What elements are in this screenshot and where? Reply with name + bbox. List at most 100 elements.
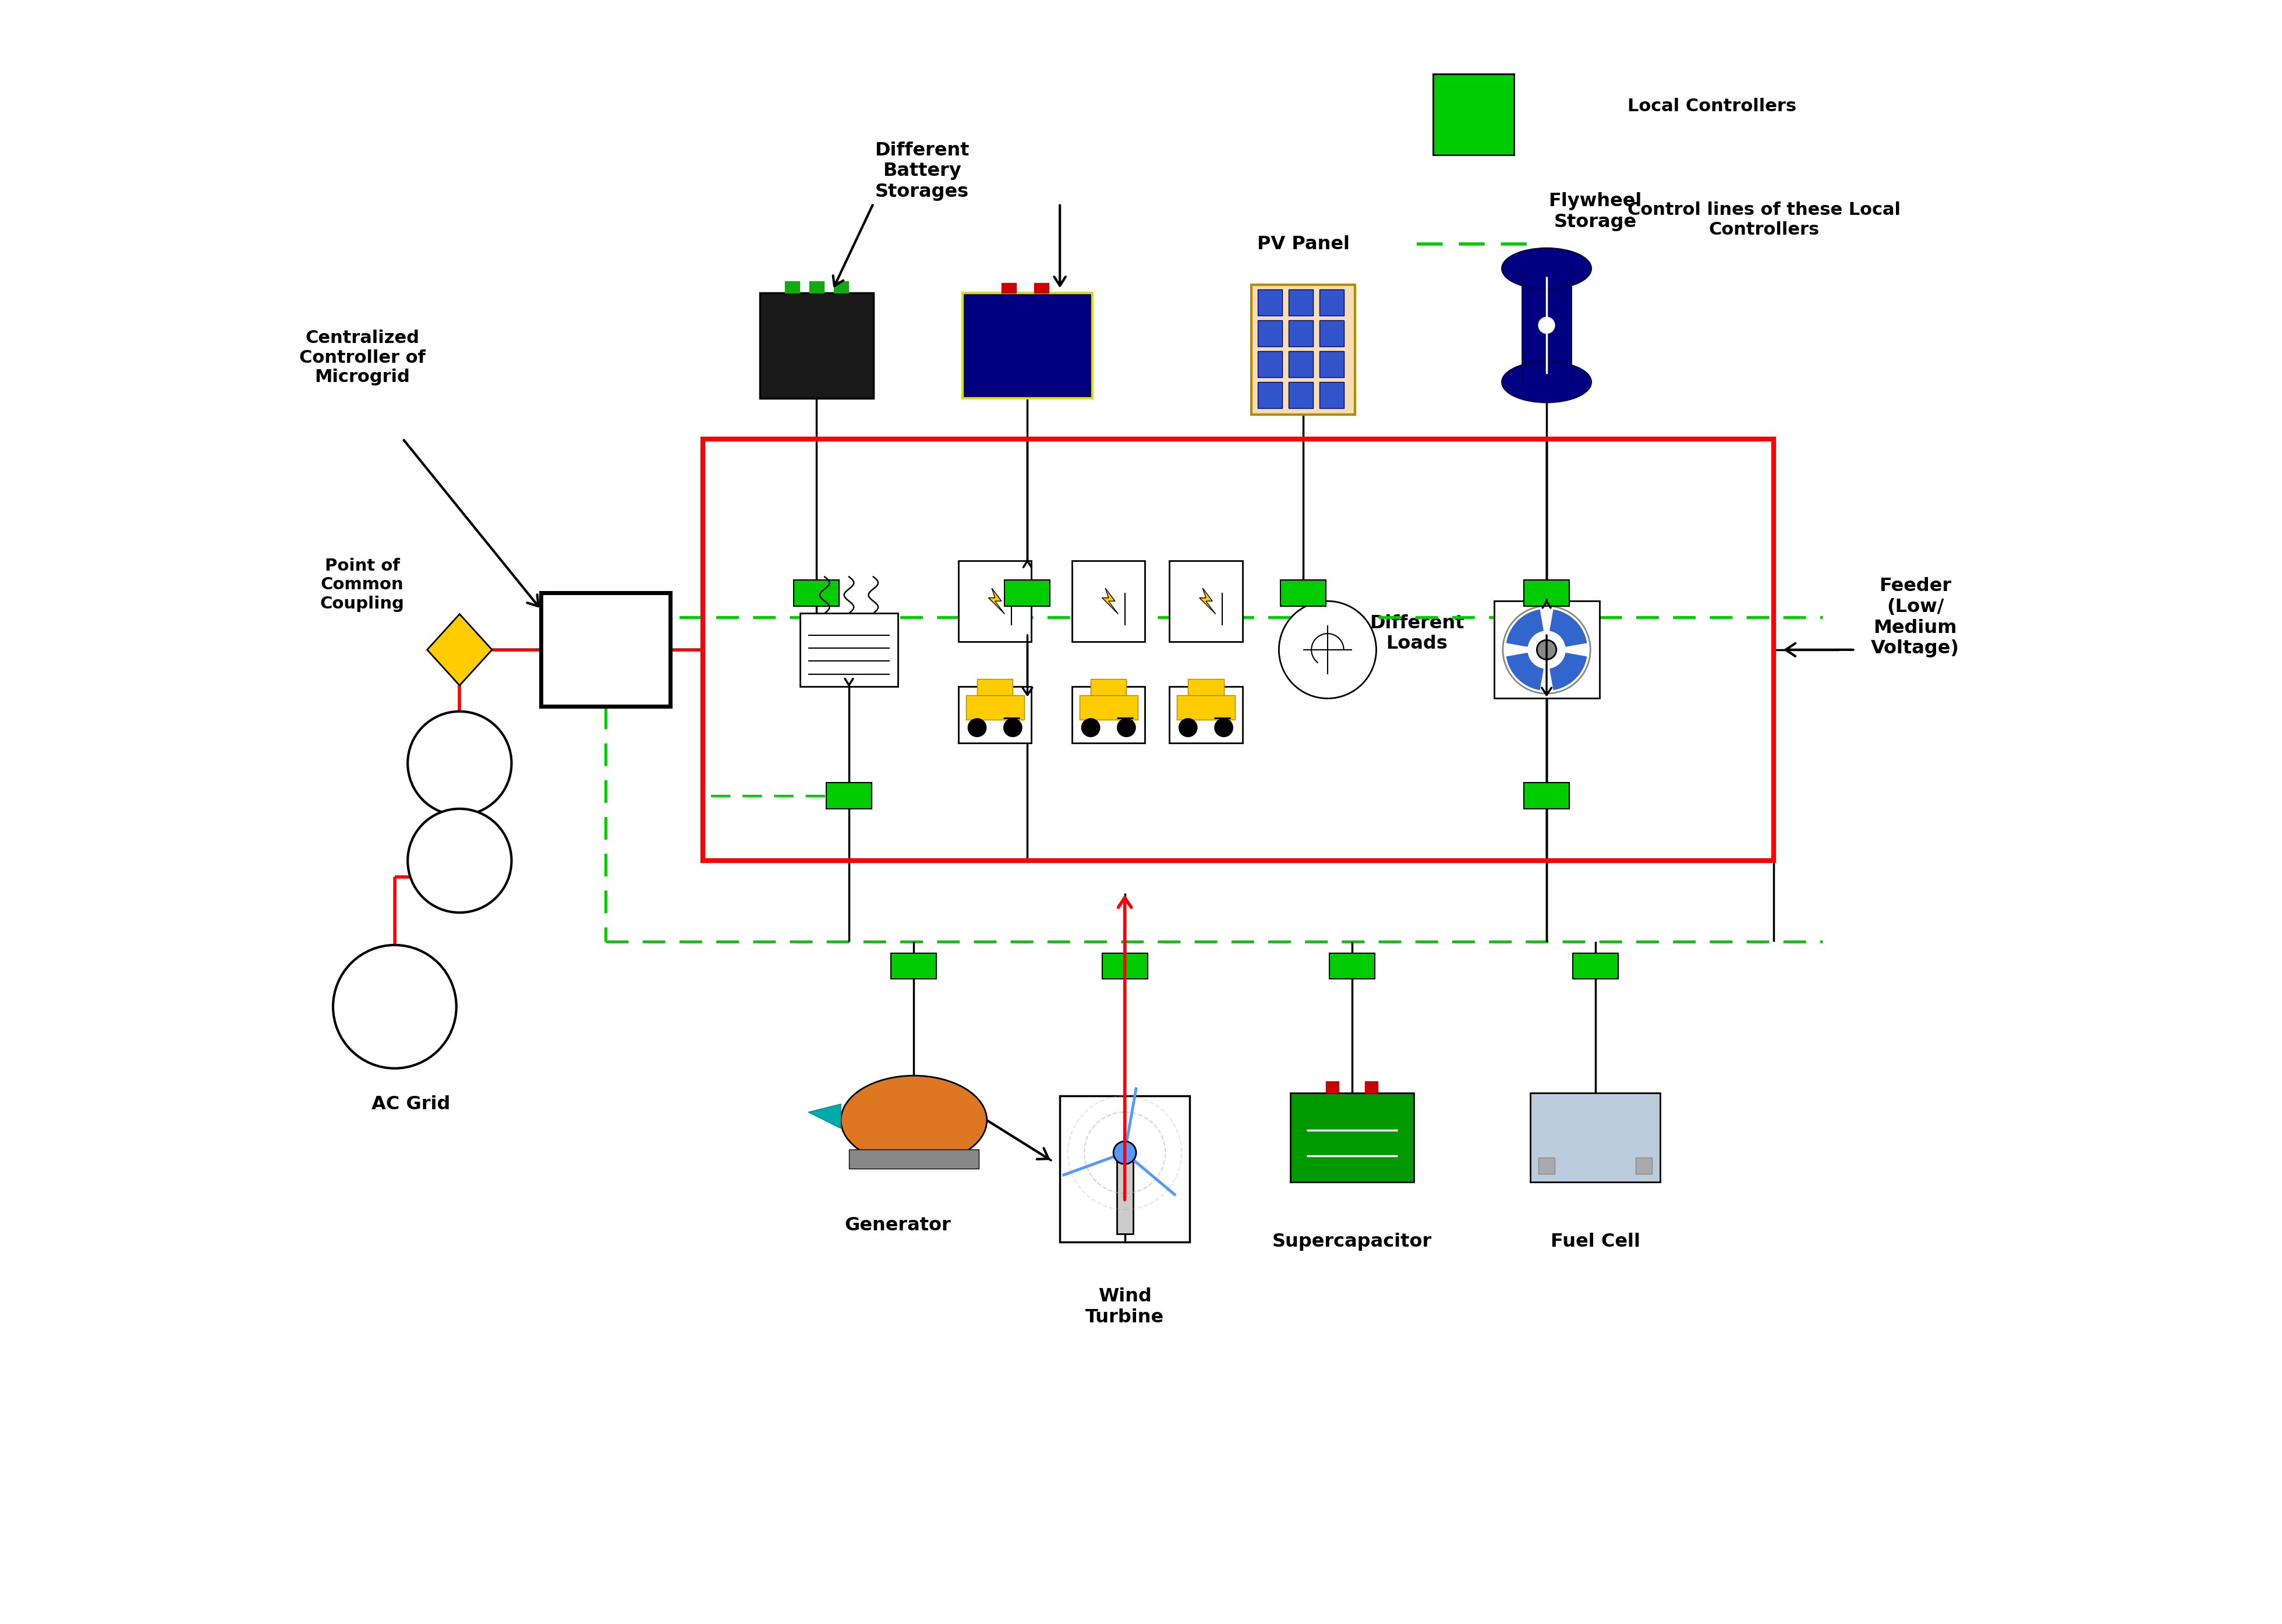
- Bar: [541, 593, 671, 706]
- Text: 2: 2: [974, 572, 984, 583]
- Bar: [958, 560, 1031, 641]
- Text: Point of
Common
Coupling: Point of Common Coupling: [319, 559, 404, 612]
- Bar: [1319, 351, 1344, 377]
- Ellipse shape: [1502, 248, 1591, 289]
- Circle shape: [1082, 719, 1100, 737]
- Bar: [1178, 695, 1235, 719]
- Circle shape: [408, 809, 511, 913]
- Bar: [977, 679, 1013, 695]
- Bar: [1091, 679, 1127, 695]
- Text: Different
Battery
Storages: Different Battery Storages: [874, 141, 970, 201]
- Bar: [1079, 695, 1139, 719]
- Text: Local Controllers: Local Controllers: [1627, 97, 1796, 115]
- Text: CC: CC: [580, 633, 632, 667]
- Bar: [1538, 1158, 1554, 1174]
- Bar: [1524, 580, 1570, 606]
- Bar: [1168, 687, 1241, 744]
- Bar: [1524, 580, 1570, 606]
- Bar: [760, 292, 874, 398]
- Bar: [1004, 580, 1050, 606]
- Circle shape: [1536, 640, 1556, 659]
- Text: Flywheel
Storage: Flywheel Storage: [1549, 192, 1643, 231]
- Bar: [1328, 953, 1374, 979]
- Bar: [1326, 1082, 1340, 1093]
- Circle shape: [968, 719, 986, 737]
- Bar: [1102, 953, 1148, 979]
- Text: Centralized
Controller of
Microgrid: Centralized Controller of Microgrid: [299, 330, 424, 387]
- Wedge shape: [1549, 653, 1586, 690]
- Bar: [1280, 580, 1326, 606]
- Text: 2: 2: [1187, 572, 1193, 583]
- Bar: [1257, 351, 1282, 377]
- Polygon shape: [808, 1104, 840, 1129]
- Ellipse shape: [840, 1075, 986, 1164]
- Bar: [1524, 783, 1570, 809]
- Bar: [958, 687, 1031, 744]
- Bar: [1257, 382, 1282, 408]
- Bar: [1189, 679, 1223, 695]
- Polygon shape: [1102, 588, 1118, 614]
- Text: Supercapacitor: Supercapacitor: [1271, 1233, 1431, 1250]
- Wedge shape: [1506, 611, 1543, 646]
- Bar: [1365, 1082, 1378, 1093]
- Bar: [1572, 953, 1618, 979]
- Bar: [1034, 283, 1047, 292]
- Bar: [785, 281, 799, 292]
- Text: ~: ~: [386, 994, 404, 1018]
- Bar: [1168, 560, 1241, 641]
- Polygon shape: [988, 588, 1004, 614]
- Ellipse shape: [1502, 362, 1591, 403]
- Text: Different
Loads: Different Loads: [1369, 614, 1465, 653]
- Text: Wind
Turbine: Wind Turbine: [1086, 1288, 1164, 1327]
- Bar: [1522, 268, 1570, 382]
- Text: Feeder
(Low/
Medium
Voltage): Feeder (Low/ Medium Voltage): [1871, 577, 1960, 658]
- Text: 2: 2: [1089, 572, 1095, 583]
- Bar: [1495, 601, 1600, 698]
- Text: Control lines of these Local
Controllers: Control lines of these Local Controllers: [1627, 201, 1901, 239]
- Bar: [1531, 1093, 1661, 1182]
- Bar: [801, 614, 897, 687]
- Circle shape: [1180, 719, 1198, 737]
- Bar: [1433, 73, 1515, 154]
- Text: PV Panel: PV Panel: [1257, 235, 1349, 253]
- Bar: [1257, 320, 1282, 346]
- Bar: [1002, 283, 1015, 292]
- Bar: [1073, 687, 1146, 744]
- Circle shape: [1004, 719, 1022, 737]
- Circle shape: [1214, 719, 1232, 737]
- Text: SMART
BATTERY: SMART BATTERY: [801, 343, 833, 356]
- Bar: [810, 281, 824, 292]
- Bar: [1319, 320, 1344, 346]
- Polygon shape: [427, 614, 493, 685]
- Circle shape: [1118, 719, 1136, 737]
- Bar: [833, 281, 849, 292]
- Bar: [1319, 382, 1344, 408]
- Text: Generator: Generator: [844, 1216, 952, 1234]
- Wedge shape: [1549, 611, 1586, 646]
- Circle shape: [1114, 1142, 1136, 1164]
- Bar: [1257, 289, 1282, 315]
- Circle shape: [408, 711, 511, 815]
- Bar: [963, 292, 1093, 398]
- Bar: [1289, 382, 1312, 408]
- Text: Fuel Cell: Fuel Cell: [1549, 1233, 1641, 1250]
- Bar: [1289, 1093, 1413, 1182]
- Bar: [1289, 351, 1312, 377]
- Bar: [1116, 1153, 1132, 1234]
- Bar: [1073, 560, 1146, 641]
- Bar: [1059, 1096, 1189, 1242]
- Bar: [1289, 320, 1312, 346]
- Bar: [703, 438, 1773, 861]
- Bar: [892, 953, 936, 979]
- Bar: [1636, 1158, 1652, 1174]
- Bar: [794, 580, 840, 606]
- Bar: [849, 1150, 979, 1169]
- Circle shape: [1538, 317, 1554, 333]
- Wedge shape: [1506, 653, 1543, 690]
- Bar: [826, 783, 872, 809]
- Circle shape: [1278, 601, 1376, 698]
- Text: AC Grid: AC Grid: [372, 1095, 450, 1112]
- Bar: [1251, 284, 1356, 414]
- Bar: [1289, 289, 1312, 315]
- Bar: [965, 695, 1025, 719]
